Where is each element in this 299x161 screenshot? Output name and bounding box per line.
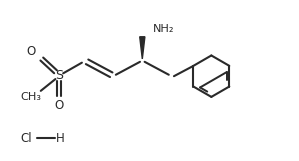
Text: CH₃: CH₃ [20,92,42,102]
Text: S: S [55,69,63,82]
Text: H: H [56,132,65,145]
Text: NH₂: NH₂ [153,24,175,34]
Text: Cl: Cl [20,132,32,145]
Text: O: O [55,99,64,112]
Polygon shape [140,37,145,59]
Text: O: O [26,45,36,58]
